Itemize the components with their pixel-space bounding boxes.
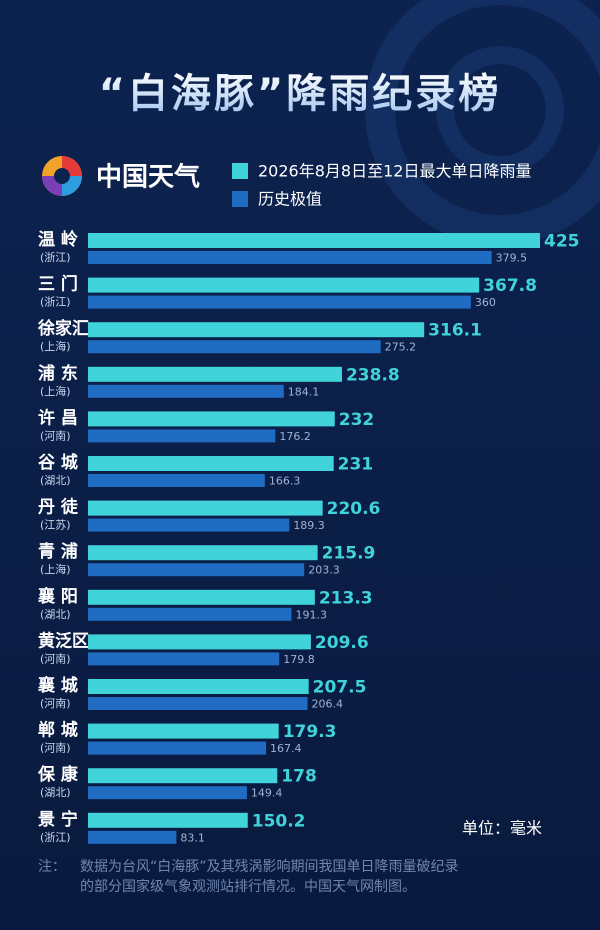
- category-label: 三 门: [38, 274, 78, 295]
- value-label: 206.4: [312, 698, 344, 711]
- bar: [88, 456, 334, 471]
- value-label: 213.3: [319, 588, 373, 608]
- legend-swatch: [232, 163, 248, 179]
- bar: [88, 429, 276, 443]
- region-label: (浙江): [40, 251, 71, 264]
- region-label: (上海): [40, 384, 71, 398]
- value-label: 166.3: [269, 475, 301, 488]
- value-label: 150.2: [252, 811, 306, 831]
- category-label: 黄泛区: [38, 630, 89, 651]
- region-label: (江苏): [40, 519, 71, 532]
- value-label: 184.1: [288, 385, 320, 398]
- logo: [42, 156, 82, 196]
- chart-title: “白海豚”降雨纪录榜: [99, 71, 502, 117]
- value-label: 215.9: [322, 544, 376, 564]
- bar: [88, 679, 309, 694]
- note-label: 注：: [38, 859, 66, 875]
- bar: [88, 634, 311, 650]
- bar: [88, 652, 280, 666]
- bar: [88, 518, 290, 532]
- category-label: 保 康: [37, 764, 79, 785]
- category-label: 青 浦: [38, 541, 78, 562]
- region-label: (上海): [40, 339, 71, 353]
- bar: [88, 545, 318, 561]
- value-label: 179.8: [283, 653, 315, 666]
- value-label: 316.1: [428, 321, 482, 341]
- bar: [88, 741, 267, 755]
- value-label: 83.1: [180, 831, 205, 844]
- unit: 单位：毫米: [462, 819, 542, 838]
- value-label: 275.2: [385, 341, 417, 354]
- legend-label: 2026年8月8日至12日最大单日降雨量: [258, 162, 531, 181]
- bar: [88, 830, 177, 844]
- region-label: (河南): [40, 742, 71, 755]
- category-label: 徐家汇: [37, 318, 89, 339]
- value-label: 178: [281, 767, 317, 787]
- value-label: 207.5: [313, 678, 367, 698]
- region-label: (河南): [40, 652, 71, 665]
- value-label: 203.3: [308, 564, 340, 577]
- category-label: 温 岭: [38, 229, 78, 250]
- bar: [88, 411, 335, 427]
- bar: [88, 322, 425, 338]
- bar: [88, 366, 342, 382]
- value-label: 367.8: [483, 276, 537, 296]
- bar: [88, 697, 308, 710]
- category-label: 襄 阳: [37, 586, 78, 607]
- region-label: (河南): [40, 429, 71, 442]
- note-line: 数据为台风“白海豚”及其残涡影响期间我国单日降雨量破纪录: [80, 859, 459, 875]
- region-label: (湖北): [40, 474, 71, 487]
- bar: [88, 384, 284, 398]
- value-label: 189.3: [293, 519, 325, 532]
- bar: [88, 812, 248, 828]
- region-label: (湖北): [40, 608, 71, 621]
- value-label: 231: [338, 455, 374, 475]
- bar: [88, 233, 540, 248]
- value-label: 220.6: [327, 499, 381, 519]
- value-label: 167.4: [270, 742, 302, 755]
- legend-swatch: [232, 191, 248, 207]
- category-label: 许 昌: [38, 407, 78, 428]
- bg-swirl: [436, 46, 564, 174]
- value-label: 209.6: [315, 633, 369, 653]
- category-label: 丹 徒: [38, 497, 79, 518]
- bar: [88, 589, 315, 605]
- bar: [88, 500, 323, 516]
- region-label: (上海): [40, 562, 71, 576]
- value-label: 238.8: [346, 365, 400, 385]
- value-label: 425: [544, 232, 580, 252]
- category-label: 景 宁: [38, 809, 78, 830]
- bar: [88, 340, 381, 354]
- category-label: 郸 城: [38, 720, 78, 741]
- value-label: 179.3: [283, 722, 337, 742]
- value-label: 232: [339, 410, 375, 430]
- value-label: 176.2: [279, 430, 311, 443]
- value-label: 360: [475, 296, 496, 309]
- category-label: 谷 城: [38, 453, 78, 473]
- bar: [88, 723, 279, 739]
- bar: [88, 474, 265, 487]
- value-label: 149.4: [251, 787, 283, 800]
- category-label: 襄 城: [37, 675, 78, 696]
- category-label: 浦 东: [38, 363, 78, 384]
- region-label: (浙江): [40, 831, 71, 844]
- bar: [88, 607, 292, 621]
- brand: 中国天气: [96, 162, 200, 193]
- value-label: 191.3: [295, 608, 327, 621]
- bar: [88, 786, 247, 800]
- bar: [88, 251, 492, 264]
- note-line: 的部分国家级气象观测站排行情况。中国天气网制图。: [80, 878, 416, 895]
- bar: [88, 295, 471, 309]
- bar: [88, 563, 305, 577]
- region-label: (湖北): [40, 786, 71, 799]
- bg-swirl: [365, 0, 600, 245]
- bar: [88, 277, 480, 293]
- bar: [88, 768, 278, 784]
- region-label: (河南): [40, 697, 71, 710]
- value-label: 379.5: [496, 252, 527, 265]
- legend-label: 历史极值: [258, 190, 322, 209]
- region-label: (浙江): [40, 296, 71, 309]
